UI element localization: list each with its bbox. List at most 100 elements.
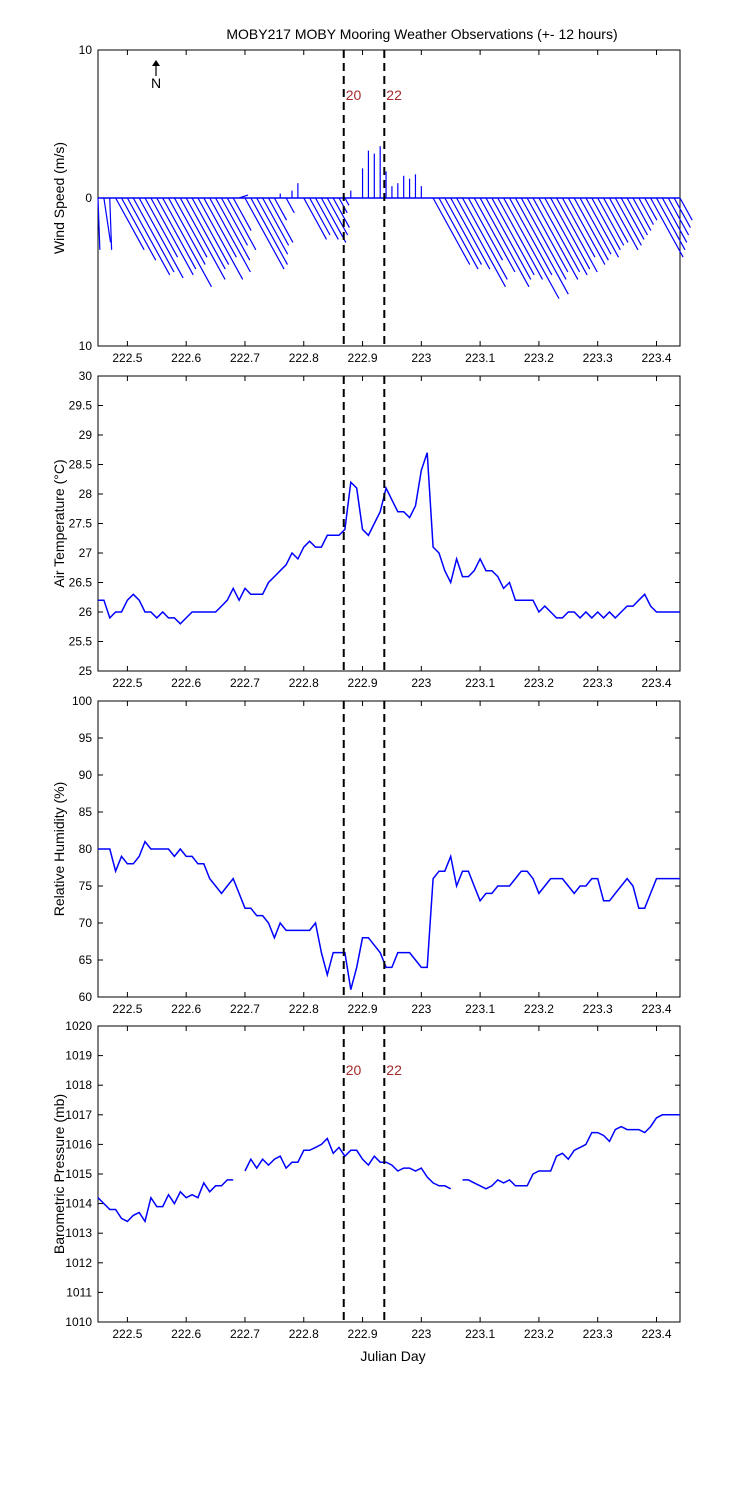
wind-stick	[644, 197, 658, 221]
wind-stick	[226, 197, 257, 251]
air_temperature-y-tick-label: 26.5	[69, 576, 93, 590]
wind-stick	[491, 197, 535, 276]
relative_humidity-x-tick-label: 222.5	[112, 1002, 142, 1016]
wind-stick	[120, 197, 157, 261]
wind-stick	[162, 197, 213, 288]
relative_humidity-y-tick-label: 85	[79, 805, 93, 819]
relative_humidity-panel: 222.5 222.6 222.7 222.8 222.9 223 223.1 223.2 22…	[51, 694, 681, 1016]
relative_humidity-x-tick-label: 223.4	[641, 1002, 671, 1016]
wind-stick	[168, 197, 206, 265]
wind-stick	[115, 197, 145, 251]
air_temperature-x-tick-label: 223.1	[465, 676, 495, 690]
relative_humidity-x-tick-label: 223	[411, 1002, 431, 1016]
barometric_pressure-panel: 222.5 222.6 222.7 222.8 222.9 223 223.1 223.2 22…	[51, 1019, 681, 1341]
wind-stick	[450, 197, 491, 270]
air_temperature-y-tick-label: 26	[79, 605, 93, 619]
barometric_pressure-series-line	[462, 1114, 680, 1190]
wind-x-tick-label: 222.6	[171, 351, 201, 365]
relative_humidity-y-tick-label: 90	[79, 768, 93, 782]
air_temperature-y-tick-label: 28.5	[69, 458, 93, 472]
wind-stick	[638, 197, 655, 225]
barometric_pressure-x-tick-label: 222.8	[289, 1327, 319, 1341]
x-axis-label: Julian Day	[360, 1348, 425, 1364]
north-arrow-head	[152, 60, 160, 66]
wind-stick	[532, 197, 579, 280]
wind-stick	[250, 197, 289, 265]
barometric_pressure-y-tick-label: 1015	[65, 1167, 92, 1181]
wind-stick	[432, 197, 471, 265]
wind-stick	[150, 197, 194, 276]
relative_humidity-y-tick-label: 100	[72, 694, 92, 708]
wind-stick	[179, 197, 226, 280]
wind-y-tick-label: 10	[79, 339, 93, 353]
wind-stick	[185, 197, 226, 270]
wind-stick	[673, 197, 691, 228]
air_temperature-y-tick-label: 27	[79, 546, 93, 560]
wind-stick	[679, 197, 693, 221]
wind-x-tick-label: 223	[411, 351, 431, 365]
wind-stick	[497, 197, 544, 280]
wind-y-tick-label: 10	[79, 43, 93, 57]
wind-stick	[503, 197, 560, 299]
wind-stick	[608, 197, 639, 251]
wind-stick	[573, 197, 609, 261]
figure-title: MOBY217 MOBY Mooring Weather Observation…	[226, 26, 617, 42]
wind-stick	[273, 197, 288, 221]
relative_humidity-y-tick-label: 60	[79, 990, 93, 1004]
relative_humidity-y-tick-label: 80	[79, 842, 93, 856]
barometric_pressure-y-tick-label: 1012	[65, 1256, 92, 1270]
wind-y-axis-label: Wind Speed (m/s)	[51, 142, 67, 254]
relative_humidity-x-tick-label: 223.1	[465, 1002, 495, 1016]
wind-stick	[244, 197, 285, 270]
relative_humidity-y-axis-label: Relative Humidity (%)	[51, 782, 67, 917]
barometric_pressure-x-tick-label: 222.6	[171, 1327, 201, 1341]
air_temperature-series-line	[98, 452, 680, 625]
wind-x-tick-label: 222.8	[289, 351, 319, 365]
wind-stick	[138, 197, 184, 279]
wind-x-tick-label: 223.4	[641, 351, 671, 365]
wind-stick	[309, 197, 331, 236]
air_temperature-y-tick-label: 25	[79, 664, 93, 678]
chart-panels: 222.5 222.6 222.7 222.8 222.9 223 223.1 223.2 22…	[51, 43, 693, 1341]
barometric_pressure-y-axis-label: Barometric Pressure (mb)	[51, 1094, 67, 1254]
wind-stick	[132, 197, 175, 273]
wind-panel: 222.5 222.6 222.7 222.8 222.9 223 223.1 223.2 22…	[51, 43, 693, 365]
wind-stick	[526, 197, 569, 273]
wind-stick	[232, 197, 252, 231]
barometric_pressure-marker-label: 20	[346, 1062, 362, 1078]
relative_humidity-x-tick-label: 223.2	[524, 1002, 554, 1016]
air_temperature-x-tick-label: 223	[411, 676, 431, 690]
wind-stick	[585, 197, 620, 258]
wind-stick	[544, 197, 588, 276]
wind-stick	[144, 197, 179, 258]
air_temperature-y-axis-label: Air Temperature (°C)	[51, 459, 67, 587]
air_temperature-y-tick-label: 29.5	[69, 399, 93, 413]
air_temperature-x-tick-label: 222.5	[112, 676, 142, 690]
wind-x-tick-label: 223.2	[524, 351, 554, 365]
wind-stick	[550, 197, 591, 270]
wind-stick	[603, 197, 629, 243]
air_temperature-x-tick-label: 222.8	[289, 676, 319, 690]
air_temperature-x-tick-label: 223.4	[641, 676, 671, 690]
relative_humidity-y-tick-label: 95	[79, 731, 93, 745]
wind-stick	[438, 197, 479, 270]
relative_humidity-x-tick-label: 223.3	[583, 1002, 613, 1016]
wind-stick	[626, 197, 648, 236]
wind-stick	[655, 197, 686, 251]
air_temperature-x-tick-label: 222.6	[171, 676, 201, 690]
wind-stick	[285, 197, 295, 214]
wind-stick	[485, 197, 532, 280]
barometric_pressure-x-tick-label: 222.9	[348, 1327, 378, 1341]
barometric_pressure-y-tick-label: 1013	[65, 1226, 92, 1240]
wind-stick	[126, 197, 171, 276]
wind-stick	[344, 197, 350, 206]
wind-stick	[156, 197, 197, 270]
wind-stick	[591, 197, 621, 251]
barometric_pressure-x-tick-label: 222.5	[112, 1327, 142, 1341]
barometric_pressure-x-tick-label: 223.3	[583, 1327, 613, 1341]
relative_humidity-x-tick-label: 222.7	[230, 1002, 260, 1016]
wind-stick	[303, 197, 328, 240]
wind-stick	[444, 197, 483, 265]
wind-stick	[197, 197, 244, 280]
air_temperature-y-tick-label: 28	[79, 487, 93, 501]
